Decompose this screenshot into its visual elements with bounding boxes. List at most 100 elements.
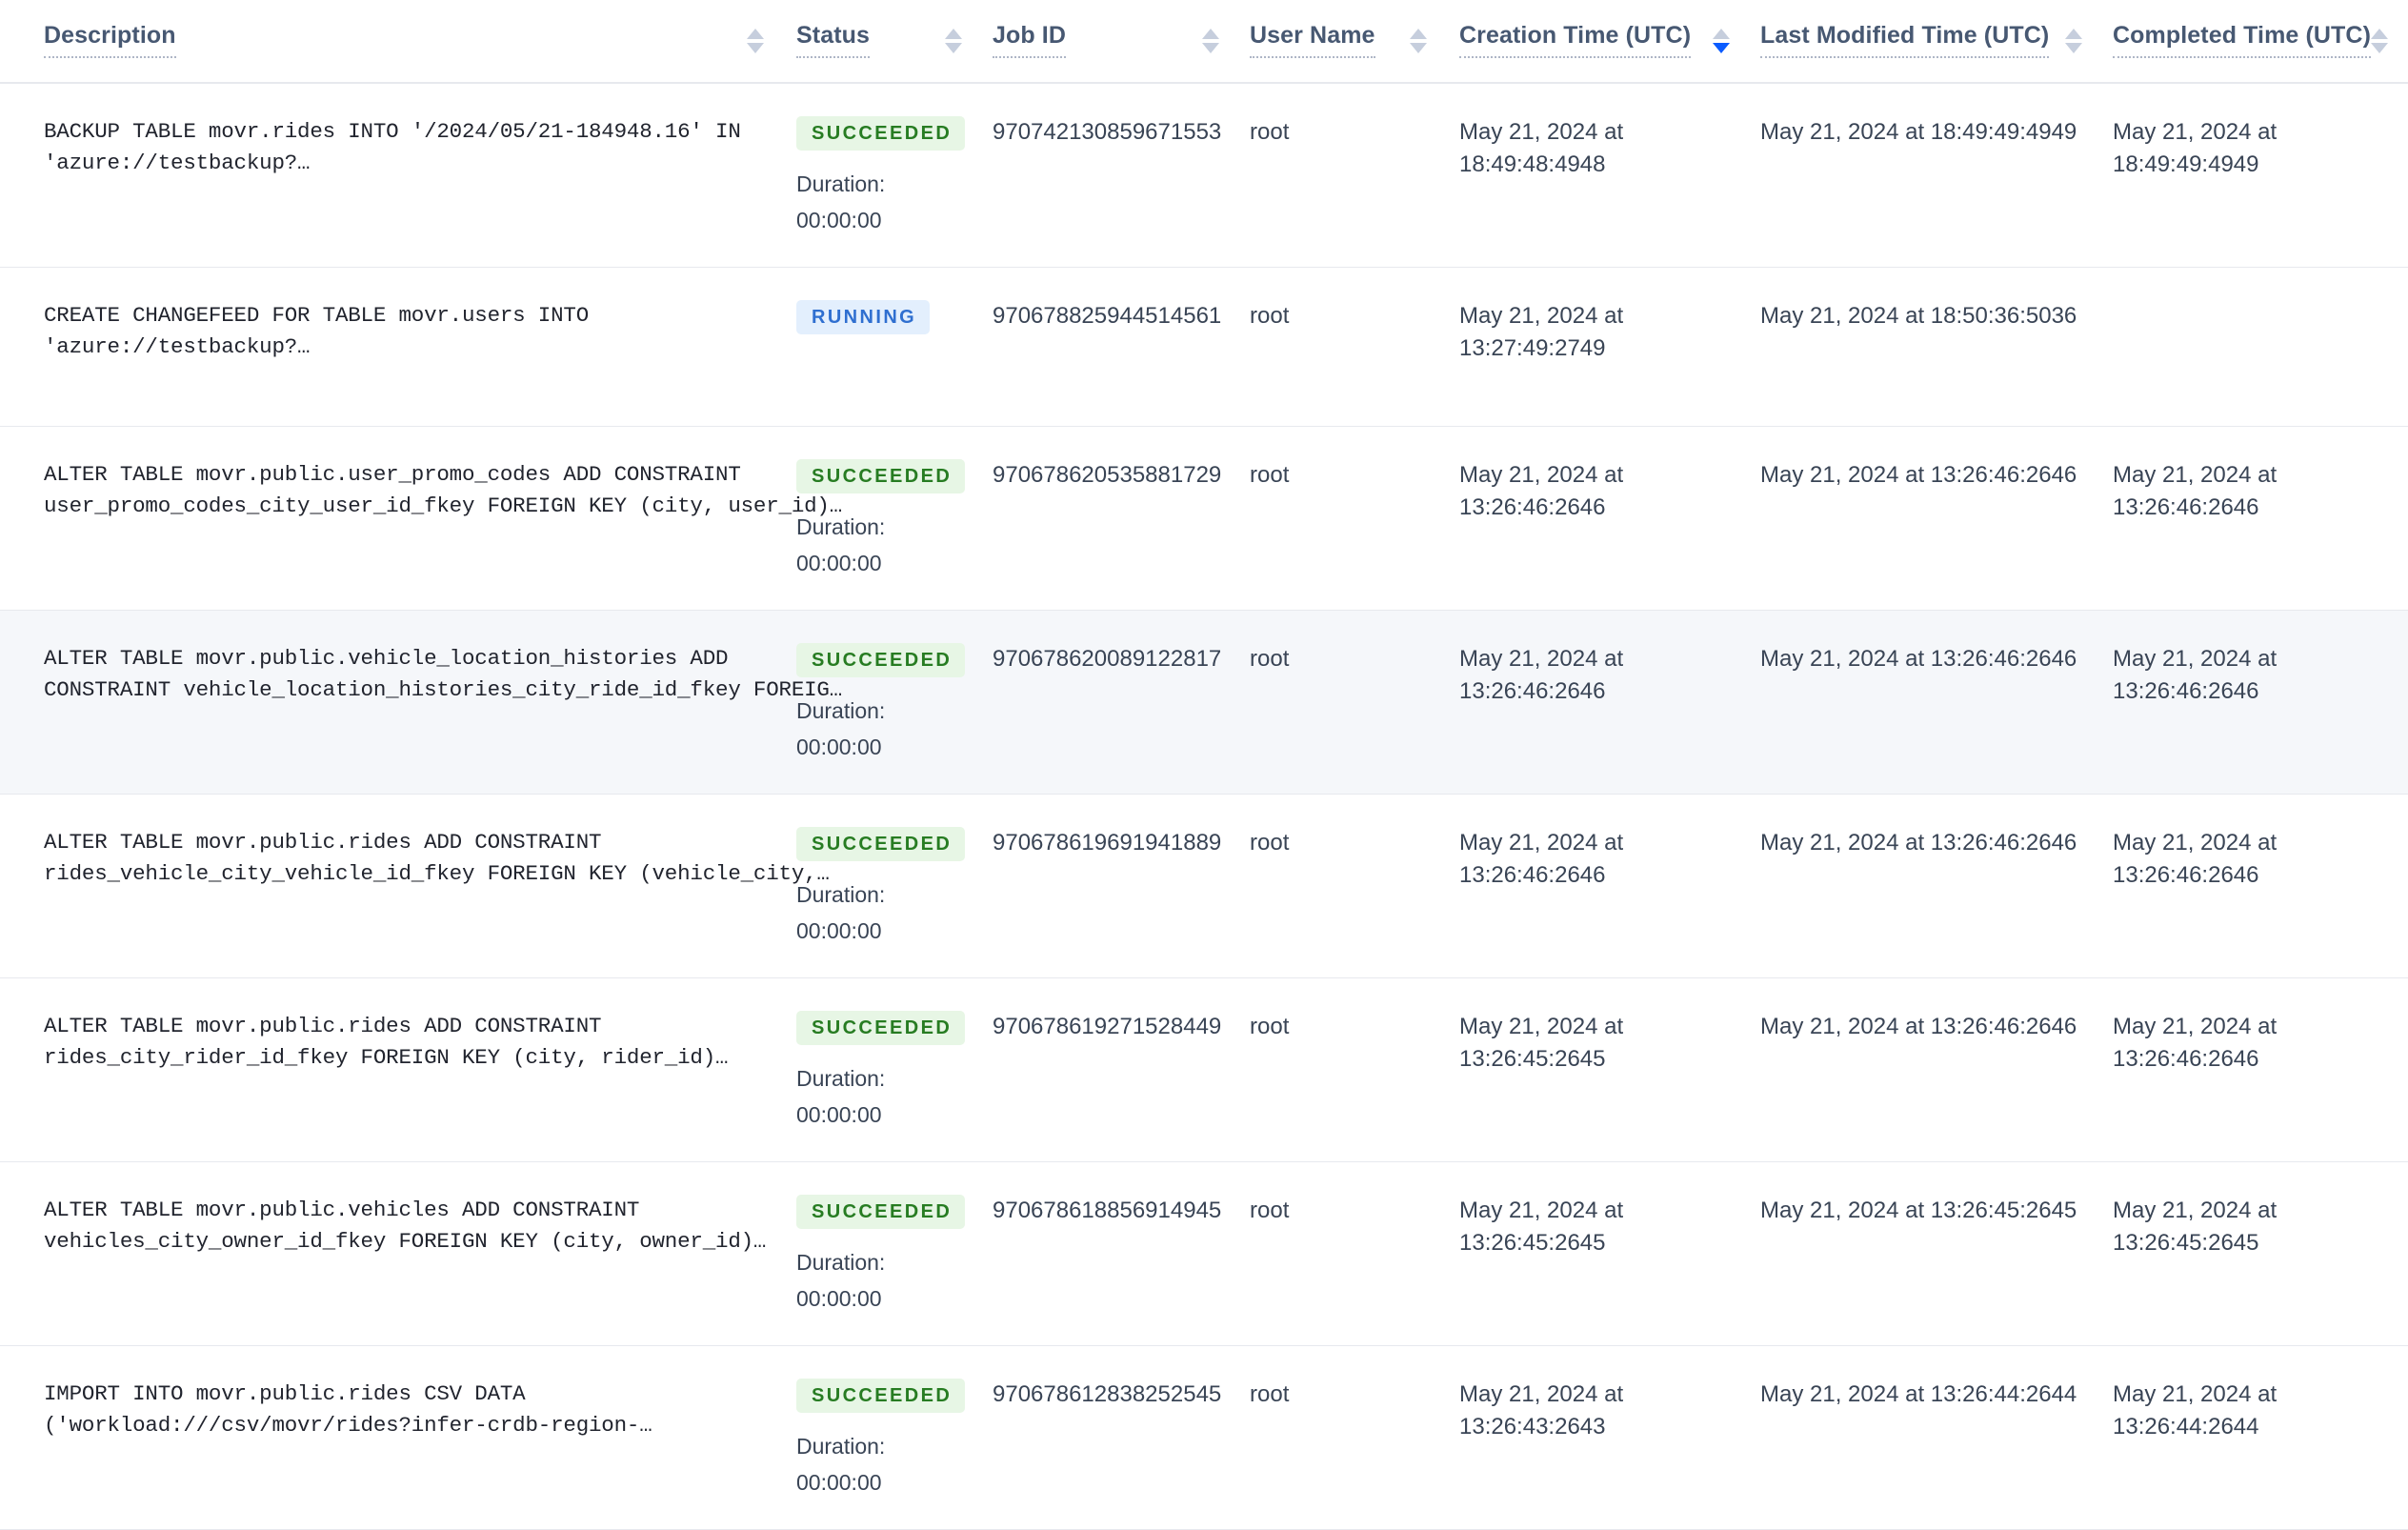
table-row[interactable]: ALTER TABLE movr.public.vehicles ADD CON… — [0, 1161, 2408, 1346]
table-row[interactable]: IMPORT INTO movr.public.rides CSV DATA (… — [0, 1345, 2408, 1530]
duration-value: 00:00:00 — [796, 735, 882, 759]
cell-status: SUCCEEDED Duration: 00:00:00 — [785, 1161, 983, 1346]
cell-job-id: 970742130859671553 — [983, 83, 1240, 268]
sort-descending-icon[interactable] — [945, 43, 962, 53]
duration-label: Duration: — [796, 1066, 886, 1091]
job-description[interactable]: ALTER TABLE movr.public.rides ADD CONSTR… — [44, 1014, 729, 1070]
job-id[interactable]: 970742130859671553 — [993, 119, 1222, 145]
sort-toggle-description[interactable] — [747, 29, 764, 53]
column-header-label-description[interactable]: Description — [44, 24, 176, 58]
job-id[interactable]: 970678612838252545 — [993, 1381, 1222, 1407]
column-header-label-creation_time[interactable]: Creation Time (UTC) — [1459, 24, 1692, 58]
column-header-label-completed_time[interactable]: Completed Time (UTC) — [2113, 24, 2371, 58]
column-header-description[interactable]: Description — [0, 0, 785, 84]
sort-toggle-job_id[interactable] — [1202, 29, 1219, 53]
status-badge: RUNNING — [796, 300, 931, 334]
status-badge: SUCCEEDED — [796, 116, 966, 151]
last-modified-time: May 21, 2024 at 13:26:46:2646 — [1760, 830, 2077, 856]
cell-completed-time: May 21, 2024 at 13:26:46:2646 — [2103, 977, 2408, 1162]
sort-ascending-icon[interactable] — [1410, 29, 1427, 39]
duration-value: 00:00:00 — [796, 551, 882, 575]
duration-value: 00:00:00 — [796, 1102, 882, 1127]
sort-toggle-status[interactable] — [945, 29, 962, 53]
job-description[interactable]: CREATE CHANGEFEED FOR TABLE movr.users I… — [44, 303, 589, 359]
cell-creation-time: May 21, 2024 at 13:27:49:2749 — [1448, 267, 1751, 427]
job-id[interactable]: 970678619271528449 — [993, 1014, 1222, 1039]
duration-label: Duration: — [796, 514, 886, 539]
sort-descending-icon[interactable] — [2371, 43, 2388, 53]
cell-status: SUCCEEDED Duration: 00:00:00 — [785, 977, 983, 1162]
status-badge: SUCCEEDED — [796, 827, 966, 861]
cell-last-modified-time: May 21, 2024 at 13:26:44:2644 — [1751, 1345, 2103, 1530]
cell-job-id: 970678620535881729 — [983, 426, 1240, 611]
completed-time: May 21, 2024 at 13:26:46:2646 — [2113, 462, 2278, 520]
column-header-status[interactable]: Status — [785, 0, 983, 84]
table-row[interactable]: ALTER TABLE movr.public.user_promo_codes… — [0, 426, 2408, 611]
sort-ascending-icon[interactable] — [747, 29, 764, 39]
sort-descending-icon[interactable] — [747, 43, 764, 53]
column-header-completed_time[interactable]: Completed Time (UTC) — [2103, 0, 2408, 84]
sort-toggle-last_modified[interactable] — [2065, 29, 2082, 53]
column-header-label-job_id[interactable]: Job ID — [993, 24, 1066, 58]
job-id[interactable]: 970678620089122817 — [993, 646, 1222, 672]
duration-value: 00:00:00 — [796, 1286, 882, 1311]
cell-creation-time: May 21, 2024 at 13:26:46:2646 — [1448, 610, 1751, 795]
job-description[interactable]: ALTER TABLE movr.public.vehicle_location… — [44, 646, 842, 702]
cell-user-name: root — [1240, 610, 1448, 795]
column-header-user_name[interactable]: User Name — [1240, 0, 1448, 84]
job-description[interactable]: ALTER TABLE movr.public.user_promo_codes… — [44, 462, 843, 518]
job-id[interactable]: 970678619691941889 — [993, 830, 1222, 856]
table-row[interactable]: ALTER TABLE movr.public.rides ADD CONSTR… — [0, 794, 2408, 978]
last-modified-time: May 21, 2024 at 13:26:44:2644 — [1760, 1381, 2077, 1407]
column-header-label-last_modified[interactable]: Last Modified Time (UTC) — [1760, 24, 2050, 58]
user-name: root — [1250, 1014, 1290, 1039]
table-row[interactable]: CREATE CHANGEFEED FOR TABLE movr.users I… — [0, 267, 2408, 427]
sort-descending-icon[interactable] — [1713, 43, 1730, 53]
last-modified-time: May 21, 2024 at 18:49:49:4949 — [1760, 119, 2077, 145]
sort-ascending-icon[interactable] — [2065, 29, 2082, 39]
sort-descending-icon[interactable] — [1410, 43, 1427, 53]
sort-toggle-user_name[interactable] — [1410, 29, 1427, 53]
sort-ascending-icon[interactable] — [2371, 29, 2388, 39]
user-name: root — [1250, 830, 1290, 856]
cell-user-name: root — [1240, 267, 1448, 427]
column-header-inner: Completed Time (UTC) — [2103, 0, 2408, 80]
sort-ascending-icon[interactable] — [945, 29, 962, 39]
creation-time: May 21, 2024 at 13:26:46:2646 — [1459, 646, 1624, 704]
duration-value: 00:00:00 — [796, 1470, 882, 1495]
job-id[interactable]: 970678618856914945 — [993, 1198, 1222, 1223]
cell-last-modified-time: May 21, 2024 at 18:50:36:5036 — [1751, 267, 2103, 427]
cell-status: SUCCEEDED Duration: 00:00:00 — [785, 794, 983, 978]
job-id[interactable]: 970678620535881729 — [993, 462, 1222, 488]
completed-time: May 21, 2024 at 13:26:46:2646 — [2113, 646, 2278, 704]
cell-job-id: 970678619691941889 — [983, 794, 1240, 978]
column-header-job_id[interactable]: Job ID — [983, 0, 1240, 84]
sort-descending-icon[interactable] — [1202, 43, 1219, 53]
duration-label: Duration: — [796, 1250, 886, 1275]
job-id[interactable]: 970678825944514561 — [993, 303, 1222, 329]
sort-descending-icon[interactable] — [2065, 43, 2082, 53]
table-row[interactable]: BACKUP TABLE movr.rides INTO '/2024/05/2… — [0, 83, 2408, 268]
job-description[interactable]: IMPORT INTO movr.public.rides CSV DATA (… — [44, 1381, 652, 1438]
job-description[interactable]: BACKUP TABLE movr.rides INTO '/2024/05/2… — [44, 119, 741, 175]
job-description[interactable]: ALTER TABLE movr.public.rides ADD CONSTR… — [44, 830, 830, 886]
duration-label: Duration: — [796, 698, 886, 723]
cell-status: RUNNING — [785, 267, 983, 427]
column-header-last_modified[interactable]: Last Modified Time (UTC) — [1751, 0, 2103, 84]
cell-last-modified-time: May 21, 2024 at 13:26:46:2646 — [1751, 426, 2103, 611]
table-row[interactable]: ALTER TABLE movr.public.rides ADD CONSTR… — [0, 977, 2408, 1162]
column-header-creation_time[interactable]: Creation Time (UTC) — [1448, 0, 1751, 84]
job-description[interactable]: ALTER TABLE movr.public.vehicles ADD CON… — [44, 1198, 767, 1254]
status-badge: SUCCEEDED — [796, 1011, 966, 1045]
column-header-label-status[interactable]: Status — [796, 24, 871, 58]
sort-toggle-completed_time[interactable] — [2371, 29, 2388, 53]
sort-ascending-icon[interactable] — [1713, 29, 1730, 39]
cell-user-name: root — [1240, 426, 1448, 611]
status-badge: SUCCEEDED — [796, 643, 966, 677]
column-header-label-user_name[interactable]: User Name — [1250, 24, 1375, 58]
sort-toggle-creation_time[interactable] — [1713, 29, 1730, 53]
table-row[interactable]: ALTER TABLE movr.public.vehicle_location… — [0, 610, 2408, 795]
column-header-inner: Status — [785, 0, 983, 80]
sort-ascending-icon[interactable] — [1202, 29, 1219, 39]
